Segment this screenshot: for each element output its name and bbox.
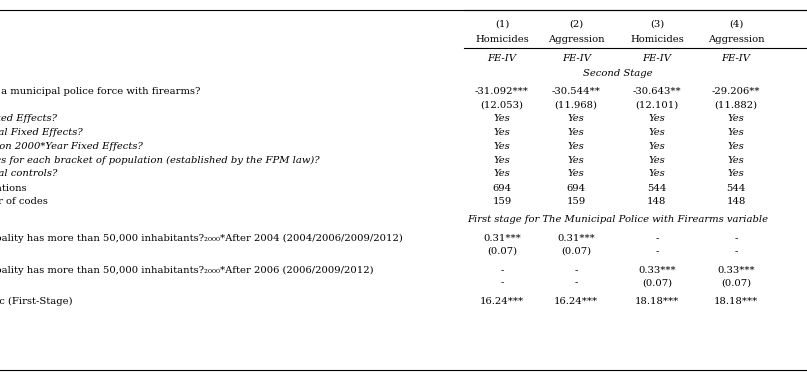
Text: Yes: Yes	[649, 128, 665, 137]
Text: Yes: Yes	[728, 142, 744, 151]
Text: 148: 148	[647, 197, 667, 207]
Text: tic (First-Stage): tic (First-Stage)	[0, 297, 73, 306]
Text: 544: 544	[647, 184, 667, 193]
Text: 16.24***: 16.24***	[480, 297, 524, 306]
Text: Yes: Yes	[649, 169, 665, 178]
Text: First stage for The Municipal Police with Firearms variable: First stage for The Municipal Police wit…	[467, 215, 768, 224]
Text: (0.07): (0.07)	[487, 247, 517, 256]
Text: Yes: Yes	[494, 155, 510, 165]
Text: Yes: Yes	[728, 114, 744, 123]
Text: (11.882): (11.882)	[714, 101, 758, 110]
Text: Yes: Yes	[568, 169, 584, 178]
Text: e a municipal police force with firearms?: e a municipal police force with firearms…	[0, 87, 200, 96]
Text: Yes: Yes	[494, 114, 510, 123]
Text: 0.33***: 0.33***	[717, 266, 755, 275]
Text: Yes: Yes	[649, 142, 665, 151]
Text: ixed Effects?: ixed Effects?	[0, 114, 57, 123]
Text: (2): (2)	[569, 19, 583, 29]
Text: -: -	[655, 234, 659, 243]
Text: Yes: Yes	[568, 114, 584, 123]
Text: Yes: Yes	[494, 169, 510, 178]
Text: (0.07): (0.07)	[721, 279, 751, 288]
Text: 159: 159	[567, 197, 586, 207]
Text: -: -	[500, 279, 504, 288]
Text: -31.092***: -31.092***	[475, 87, 529, 96]
Text: ipality has more than 50,000 inhabitants?₂₀₀₀*After 2004 (2004/2006/2009/2012): ipality has more than 50,000 inhabitants…	[0, 234, 403, 243]
Text: 159: 159	[492, 197, 512, 207]
Text: Yes: Yes	[728, 128, 744, 137]
Text: Yes: Yes	[494, 128, 510, 137]
Text: -30.643**: -30.643**	[633, 87, 681, 96]
Text: FE-IV: FE-IV	[642, 54, 671, 63]
Text: rations: rations	[0, 184, 27, 193]
Text: 0.31***: 0.31***	[558, 234, 595, 243]
Text: FE-IV: FE-IV	[721, 54, 751, 63]
Text: -30.544**: -30.544**	[552, 87, 600, 96]
Text: (0.07): (0.07)	[642, 279, 672, 288]
Text: Homicides: Homicides	[630, 35, 684, 44]
Text: 148: 148	[726, 197, 746, 207]
Text: -: -	[575, 266, 578, 275]
Text: -: -	[655, 247, 659, 256]
Text: (3): (3)	[650, 19, 664, 29]
Text: pal Fixed Effects?: pal Fixed Effects?	[0, 128, 82, 137]
Text: Second Stage: Second Stage	[583, 69, 653, 78]
Text: ies for each bracket of population (established by the FPM law)?: ies for each bracket of population (esta…	[0, 155, 320, 165]
Text: FE-IV: FE-IV	[562, 54, 591, 63]
Text: (12.053): (12.053)	[480, 101, 524, 110]
Text: tion 2000*Year Fixed Effects?: tion 2000*Year Fixed Effects?	[0, 142, 143, 151]
Text: Aggression: Aggression	[548, 35, 604, 44]
Text: -: -	[734, 234, 738, 243]
Text: Yes: Yes	[728, 169, 744, 178]
Text: Yes: Yes	[649, 114, 665, 123]
Text: -: -	[734, 247, 738, 256]
Text: ipality has more than 50,000 inhabitants?₂₀₀₀*After 2006 (2006/2009/2012): ipality has more than 50,000 inhabitants…	[0, 266, 374, 275]
Text: 18.18***: 18.18***	[635, 297, 679, 306]
Text: FE-IV: FE-IV	[487, 54, 516, 63]
Text: Yes: Yes	[494, 142, 510, 151]
Text: Aggression: Aggression	[708, 35, 764, 44]
Text: Yes: Yes	[728, 155, 744, 165]
Text: Homicides: Homicides	[475, 35, 529, 44]
Text: (11.968): (11.968)	[554, 101, 598, 110]
Text: Yes: Yes	[568, 155, 584, 165]
Text: 16.24***: 16.24***	[554, 297, 598, 306]
Text: (4): (4)	[729, 19, 743, 29]
Text: (1): (1)	[495, 19, 509, 29]
Text: -: -	[575, 279, 578, 288]
Text: 0.31***: 0.31***	[483, 234, 521, 243]
Text: Yes: Yes	[568, 128, 584, 137]
Text: pal controls?: pal controls?	[0, 169, 57, 178]
Text: 694: 694	[492, 184, 512, 193]
Text: Yes: Yes	[568, 142, 584, 151]
Text: (0.07): (0.07)	[561, 247, 592, 256]
Text: 544: 544	[726, 184, 746, 193]
Text: Yes: Yes	[649, 155, 665, 165]
Text: (12.101): (12.101)	[635, 101, 679, 110]
Text: -29.206**: -29.206**	[712, 87, 760, 96]
Text: 0.33***: 0.33***	[638, 266, 675, 275]
Text: -: -	[500, 266, 504, 275]
Text: 694: 694	[567, 184, 586, 193]
Text: er of codes: er of codes	[0, 197, 48, 207]
Text: 18.18***: 18.18***	[714, 297, 758, 306]
